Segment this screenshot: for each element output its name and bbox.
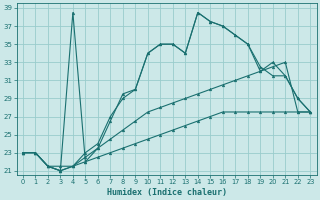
X-axis label: Humidex (Indice chaleur): Humidex (Indice chaleur) <box>107 188 227 197</box>
